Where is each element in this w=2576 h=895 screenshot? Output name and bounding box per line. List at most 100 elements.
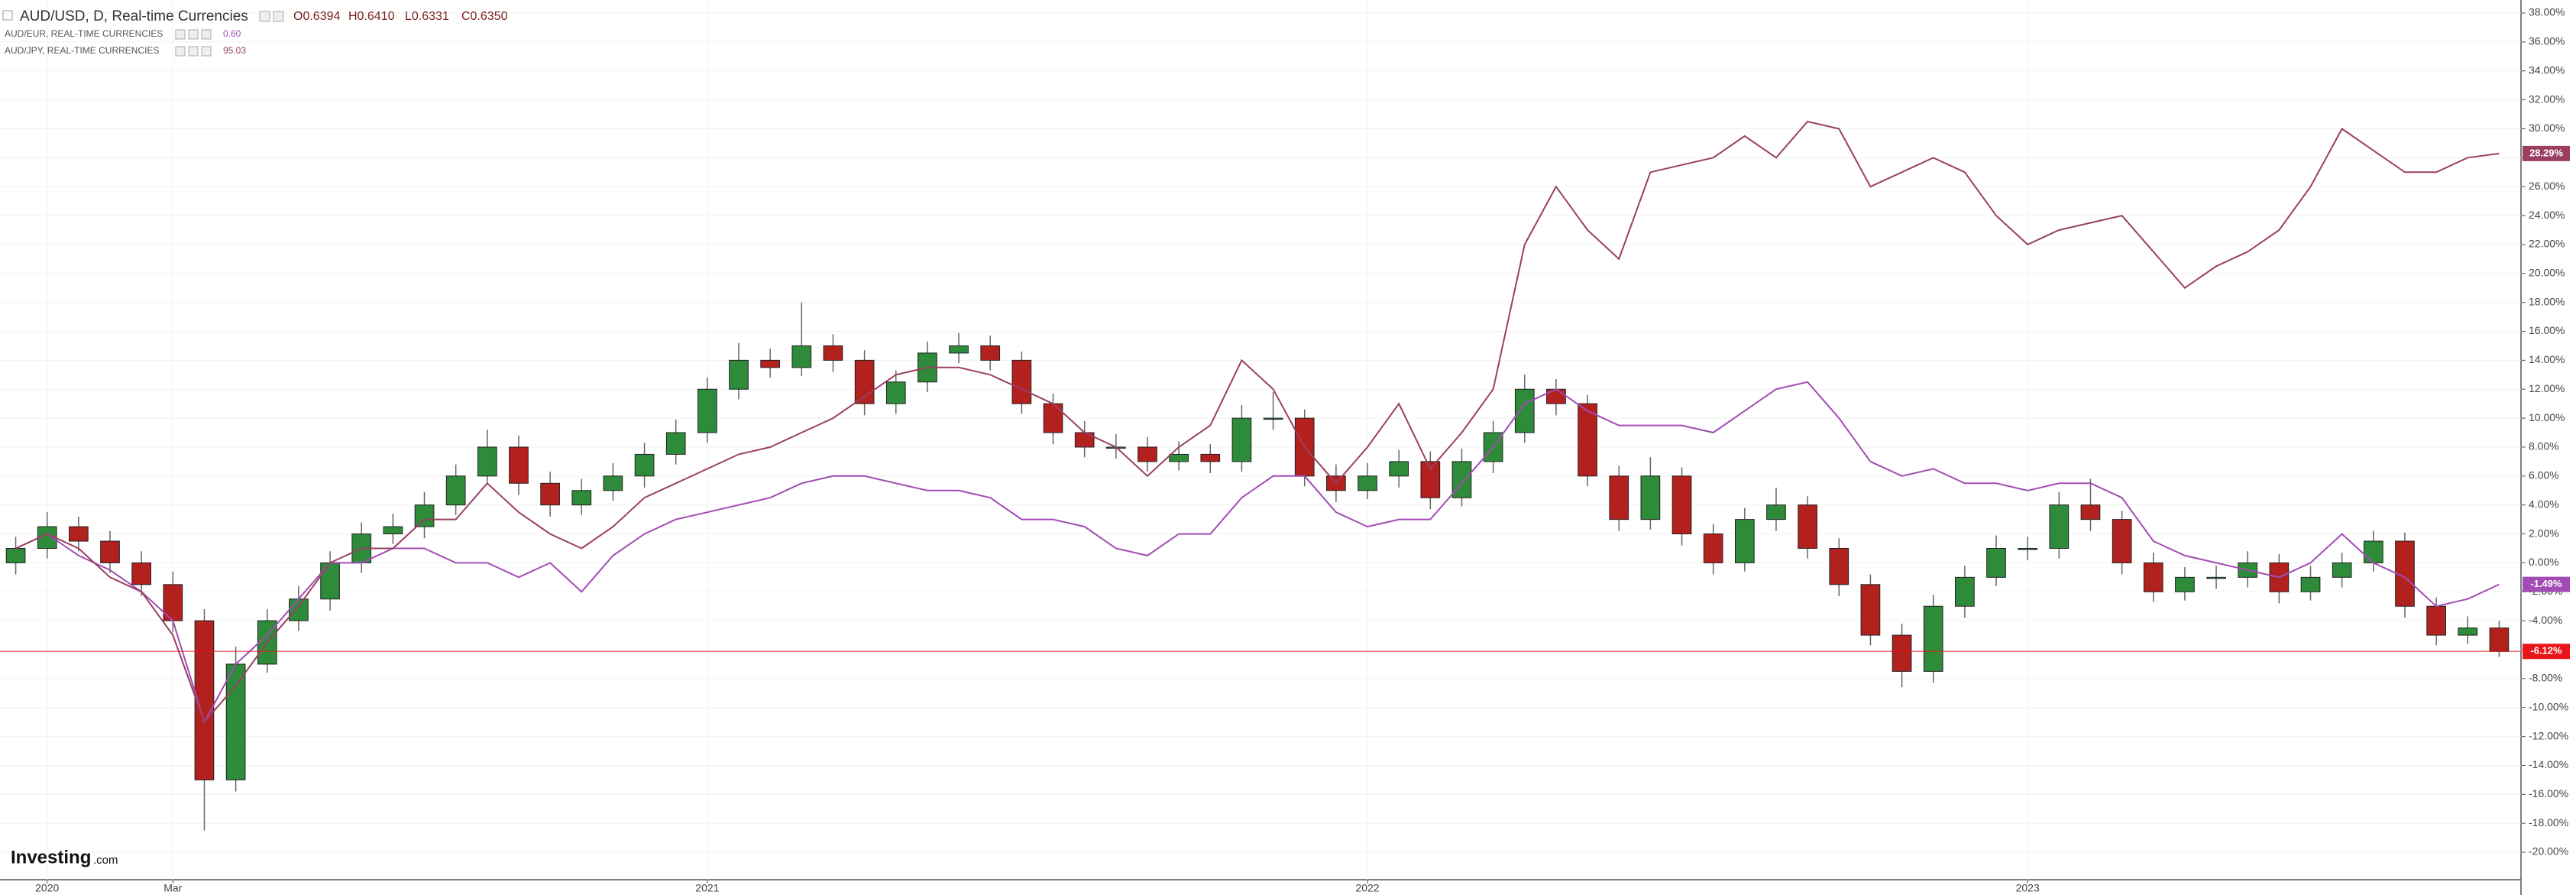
candle-body xyxy=(320,562,340,600)
ohlc-close: C0.6350 xyxy=(461,10,508,23)
candle-body xyxy=(2426,605,2446,636)
candle-body xyxy=(2049,504,2070,549)
price-label: -6.12% xyxy=(2530,645,2562,657)
candle-body xyxy=(2080,504,2101,520)
candle-body xyxy=(1671,475,1692,535)
y-tick-label: 10.00% xyxy=(2529,411,2565,423)
candle-body xyxy=(69,526,89,542)
y-tick-label: 38.00% xyxy=(2529,6,2565,18)
candle-body xyxy=(289,598,309,621)
hide-icon[interactable] xyxy=(188,46,199,57)
candle-body xyxy=(1766,504,1786,520)
ohlc-open: O0.6394 xyxy=(293,10,340,23)
candle-body xyxy=(1358,475,1377,491)
candle-body xyxy=(2489,627,2510,652)
candle-body xyxy=(1263,417,1283,420)
candle-body xyxy=(1231,417,1252,462)
y-tick-label: -20.00% xyxy=(2529,845,2568,858)
y-tick-label: 16.00% xyxy=(2529,324,2565,336)
candle-body xyxy=(760,359,781,368)
legend-value: 0.60 xyxy=(223,28,241,39)
y-tick-label: 0.00% xyxy=(2529,556,2559,568)
candle-body xyxy=(1640,475,1661,520)
candle-body xyxy=(5,547,26,563)
plot xyxy=(0,120,2521,831)
candle-body xyxy=(1892,634,1912,672)
close-icon[interactable] xyxy=(201,29,212,40)
settings-icon[interactable] xyxy=(259,11,270,22)
candle-body xyxy=(225,663,246,780)
logo-suffix: .com xyxy=(93,854,118,867)
candle-body xyxy=(634,453,655,477)
y-tick-label: 6.00% xyxy=(2529,469,2559,482)
y-tick-label: 22.00% xyxy=(2529,238,2565,250)
candle-body xyxy=(949,345,969,354)
x-tick-label: 2023 xyxy=(2016,882,2040,894)
y-tick-label: 2.00% xyxy=(2529,527,2559,539)
close-icon[interactable] xyxy=(201,46,212,57)
main-series-name: AUD/USD, D, Real-time Currencies xyxy=(20,8,248,24)
candle-body xyxy=(1200,453,1221,462)
y-tick-label: -4.00% xyxy=(2529,614,2562,626)
y-tick-label: -14.00% xyxy=(2529,758,2568,770)
price-label: 28.29% xyxy=(2529,147,2564,158)
x-tick-label: 2022 xyxy=(1355,882,1379,894)
y-tick-label: -18.00% xyxy=(2529,816,2568,829)
candle-body xyxy=(414,504,435,527)
candle-body xyxy=(1734,519,1755,563)
candle-body xyxy=(571,490,592,506)
y-tick-label: 34.00% xyxy=(2529,63,2565,76)
candle-body xyxy=(383,526,403,535)
candle-body xyxy=(1451,461,1472,498)
series-line xyxy=(15,120,2500,724)
y-tick-label: 4.00% xyxy=(2529,498,2559,510)
candle-body xyxy=(1609,475,1629,520)
y-tick-label: 18.00% xyxy=(2529,295,2565,307)
candle-body xyxy=(540,482,560,506)
legend-value: 95.03 xyxy=(223,45,246,56)
y-tick-label: 12.00% xyxy=(2529,382,2565,394)
candle-body xyxy=(445,475,466,506)
hide-icon[interactable] xyxy=(188,29,199,40)
candle-body xyxy=(1860,584,1881,636)
candle-body xyxy=(131,562,152,585)
candle-body xyxy=(1955,576,1975,607)
candle-body xyxy=(791,345,812,368)
y-tick-label: 30.00% xyxy=(2529,122,2565,134)
candle-body xyxy=(1798,504,1817,549)
candle-body xyxy=(2112,519,2132,563)
y-tick-label: 32.00% xyxy=(2529,92,2565,105)
legend: AUD/USD, D, Real-time Currencies O0.6394… xyxy=(2,8,508,57)
y-tick-label: 36.00% xyxy=(2529,35,2565,47)
candle-body xyxy=(2458,627,2478,636)
candle-body xyxy=(2206,576,2226,579)
x-tick-label: 2021 xyxy=(695,882,719,894)
candle-body xyxy=(1138,446,1157,462)
candle-body xyxy=(1169,453,1189,462)
candle-body xyxy=(2363,540,2383,563)
y-tick-label: -16.00% xyxy=(2529,787,2568,799)
candle-body xyxy=(1829,547,1849,585)
candle-body xyxy=(1703,533,1723,563)
candle-body xyxy=(2332,562,2352,578)
settings-icon[interactable] xyxy=(175,46,186,57)
candle-body xyxy=(980,345,1001,361)
settings-icon[interactable] xyxy=(175,29,186,40)
price-label-box xyxy=(2523,145,2570,161)
collapse-icon[interactable] xyxy=(2,10,13,21)
close-icon[interactable] xyxy=(273,11,284,22)
candle-body xyxy=(823,345,843,361)
candle-body xyxy=(1514,388,1535,433)
candle-body xyxy=(603,475,623,491)
candle-body xyxy=(1578,403,1597,477)
grid xyxy=(0,0,2521,880)
logo: Investing xyxy=(11,847,91,867)
candle-body xyxy=(885,381,906,404)
candle-body xyxy=(509,446,529,484)
candle-body xyxy=(1986,547,2006,578)
price-label: -1.49% xyxy=(2530,578,2562,589)
candle-body xyxy=(1546,388,1566,404)
